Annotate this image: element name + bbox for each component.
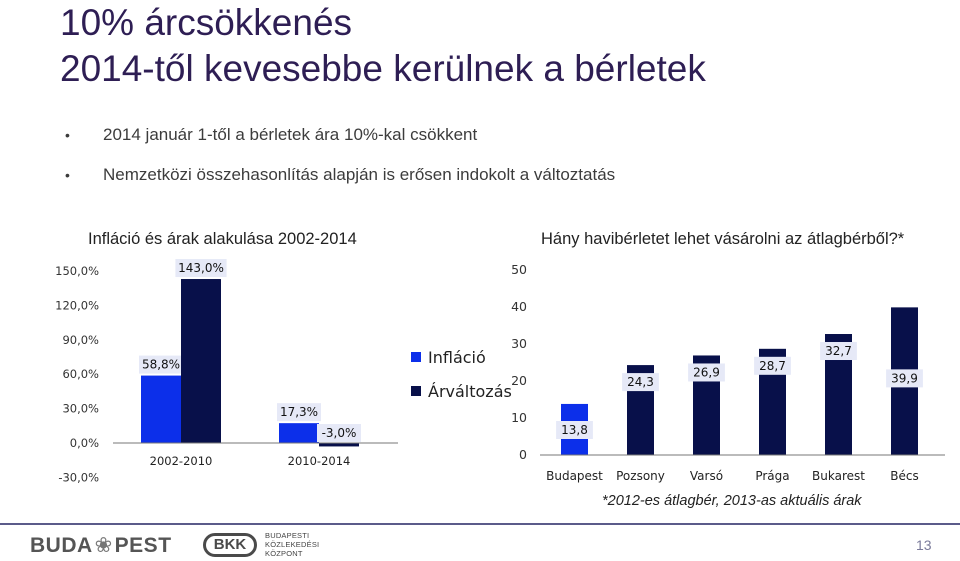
- data-label: -3,0%: [322, 426, 357, 440]
- bullet-item: Nemzetközi összehasonlítás alapján is er…: [62, 163, 615, 203]
- data-label: 143,0%: [178, 261, 224, 275]
- x-tick-label: 2002-2010: [150, 454, 213, 468]
- y-tick-label: 120,0%: [55, 298, 99, 312]
- title-line-2: 2014-től kevesebbe kerülnek a bérletek: [60, 48, 706, 89]
- data-label-box: [175, 259, 227, 278]
- price-change-bar: [181, 279, 221, 443]
- footer-divider: [0, 523, 960, 525]
- slide-title: 10% árcsökkenés 2014-től kevesebbe kerül…: [60, 0, 706, 92]
- data-label: 39,9: [891, 371, 918, 385]
- y-tick-label: 90,0%: [62, 333, 99, 347]
- price-change-bar: [319, 443, 359, 447]
- y-tick-label: -30,0%: [58, 470, 99, 484]
- data-label: 26,9: [693, 365, 720, 379]
- y-tick-label: 0,0%: [70, 436, 99, 450]
- data-label-box: [886, 369, 923, 388]
- x-tick-label: Bécs: [890, 469, 918, 483]
- x-tick-label: Prága: [755, 469, 789, 483]
- data-label-box: [622, 373, 659, 392]
- bkk-text-line: KÖZLEKEDÉSI: [265, 540, 320, 549]
- y-tick-label: 40: [511, 299, 527, 314]
- data-label-box: [754, 356, 791, 375]
- data-label-box: [820, 342, 857, 361]
- data-label: 17,3%: [280, 405, 318, 419]
- bkk-text-line: BUDAPESTI: [265, 531, 310, 540]
- legend-entry: Infláció: [428, 348, 486, 367]
- data-label-box: [277, 403, 321, 422]
- bkk-logo: BKK BUDAPESTI KÖZLEKEDÉSI KÖZPONT: [203, 531, 319, 558]
- coat-of-arms-icon: ❀: [94, 534, 113, 557]
- inflation-bar: [141, 375, 181, 443]
- legend-entry: Árváltozás: [428, 382, 512, 401]
- data-label-box: [139, 355, 183, 374]
- legend-price-swatch: [411, 386, 421, 396]
- title-line-1: 10% árcsökkenés: [60, 2, 353, 43]
- y-tick-label: 20: [511, 373, 527, 388]
- inflation-bar: [279, 423, 319, 443]
- x-tick-label: 2010-2014: [288, 454, 351, 468]
- data-label: 32,7: [825, 344, 852, 358]
- data-label-box: [317, 424, 361, 442]
- data-label-box: [556, 421, 593, 439]
- budapest-logo-left: BUDA: [30, 534, 93, 557]
- y-tick-label: 30: [511, 336, 527, 351]
- chart1-title: Infláció és árak alakulása 2002-2014: [88, 230, 357, 248]
- legend-inflation-swatch: [411, 352, 421, 362]
- x-tick-label: Budapest: [546, 469, 603, 483]
- x-tick-label: Varsó: [690, 469, 723, 483]
- y-tick-label: 50: [511, 262, 527, 277]
- data-label: 58,8%: [142, 358, 180, 372]
- data-label: 24,3: [627, 375, 654, 389]
- bullet-item: 2014 január 1-től a bérletek ára 10%-kal…: [62, 123, 615, 163]
- budapest-logo-right: PEST: [114, 534, 172, 557]
- chart2-title: Hány havibérletet lehet vásárolni az átl…: [541, 230, 905, 248]
- footnote: *2012-es átlagbér, 2013-as aktuális árak: [602, 493, 862, 509]
- y-tick-label: 0: [519, 447, 527, 462]
- data-label: 13,8: [561, 423, 588, 437]
- bullet-list: 2014 január 1-től a bérletek ára 10%-kal…: [62, 123, 615, 203]
- budapest-logo: BUDA❀PEST: [30, 533, 172, 558]
- y-tick-label: 60,0%: [62, 367, 99, 381]
- data-label-box: [688, 363, 725, 382]
- y-tick-label: 150,0%: [55, 264, 99, 278]
- y-tick-label: 10: [511, 410, 527, 425]
- bkk-badge: BKK: [203, 532, 257, 557]
- y-tick-label: 30,0%: [62, 402, 99, 416]
- data-label: 28,7: [759, 359, 786, 373]
- bkk-logo-text: BUDAPESTI KÖZLEKEDÉSI KÖZPONT: [265, 531, 319, 558]
- x-tick-label: Pozsony: [616, 469, 665, 483]
- x-tick-label: Bukarest: [812, 469, 865, 483]
- bkk-text-line: KÖZPONT: [265, 549, 303, 558]
- page-number: 13: [916, 537, 932, 553]
